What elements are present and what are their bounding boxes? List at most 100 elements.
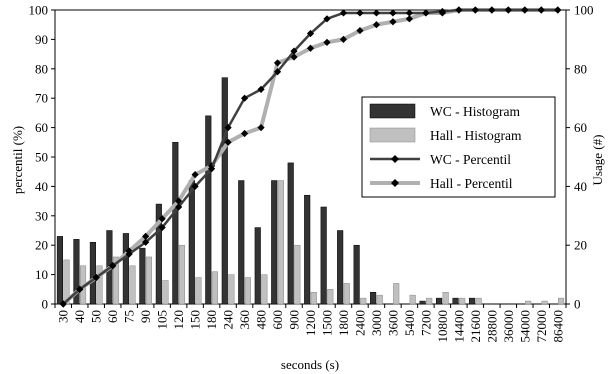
hall-histogram-bar [442, 291, 449, 305]
hall-histogram-bar [558, 297, 565, 305]
hall-histogram-bar [96, 265, 103, 305]
y-left-tick-label: 90 [35, 32, 48, 47]
hall-percentil-marker [356, 26, 364, 35]
hall-histogram-bar [244, 277, 251, 305]
wc-histogram-bar [287, 162, 294, 305]
legend-label: WC - Percentil [430, 152, 511, 167]
wc-percentil-marker [471, 6, 479, 14]
legend-swatch [369, 127, 416, 143]
y-left-tick-label: 10 [35, 267, 48, 282]
x-tick-label: 150 [188, 310, 203, 330]
legend-swatch-marker [391, 179, 399, 187]
wc-histogram-bar [468, 297, 476, 305]
x-tick-label: 360 [237, 310, 252, 330]
hall-histogram-bars [63, 180, 565, 305]
wc-percentil-marker [191, 182, 199, 190]
hall-histogram-bar [162, 280, 169, 305]
wc-percentil-marker [273, 68, 282, 76]
legend-swatch [369, 103, 416, 119]
wc-histogram-bar [353, 244, 360, 305]
wc-percentil-marker [521, 6, 529, 14]
hall-percentil-marker [405, 15, 414, 23]
wc-percentil-marker [207, 165, 216, 173]
wc-histogram-bar [56, 236, 63, 305]
hall-histogram-bar [261, 274, 268, 305]
wc-percentil-marker [257, 85, 265, 93]
hall-histogram-bar [195, 277, 202, 305]
hall-histogram-bar [294, 244, 301, 305]
hall-percentil-marker [257, 124, 265, 132]
x-tick-label: 240 [221, 310, 236, 330]
y-left-tick-label: 80 [35, 61, 48, 76]
wc-histogram-bar [419, 300, 426, 305]
wc-histogram-bar [370, 291, 377, 305]
wc-percentil-marker [109, 262, 117, 270]
wc-histogram-bar [89, 242, 96, 305]
x-tick-label: 5400 [402, 310, 417, 336]
y-left-tick-label: 0 [42, 297, 49, 312]
x-tick-label: 50 [89, 310, 104, 323]
wc-percentil-marker [389, 9, 397, 17]
wc-histogram-bar [436, 297, 443, 305]
hall-histogram-bar [525, 300, 532, 305]
wc-percentil-marker [356, 9, 364, 17]
hall-histogram-bar [426, 297, 433, 305]
y-left-tick-label: 40 [35, 179, 48, 194]
legend-label: WC - Histogram [430, 104, 520, 119]
wc-percentil-marker [76, 285, 84, 293]
x-tick-label: 120 [171, 310, 186, 330]
hall-histogram-bar [343, 283, 350, 305]
hall-histogram-bar [541, 300, 548, 305]
x-tick-label: 7200 [418, 310, 433, 336]
x-tick-label: 10800 [435, 310, 450, 343]
legend-swatch-marker [391, 155, 399, 163]
hall-histogram-bar [360, 297, 367, 305]
wc-histogram-bar [304, 194, 311, 305]
hall-percentil-marker [306, 44, 315, 52]
x-tick-label: 75 [122, 310, 137, 323]
x-tick-label: 90 [138, 310, 153, 323]
hall-histogram-bar [211, 271, 218, 305]
y-right-tick-label: 100 [574, 3, 594, 18]
wc-percentil-marker [158, 223, 166, 232]
legend-label: Hall - Histogram [430, 128, 522, 143]
hall-percentil-marker [290, 53, 298, 61]
wc-percentil-marker [92, 273, 100, 282]
hall-percentil-marker [158, 215, 166, 223]
y-left-tick-label: 70 [35, 91, 48, 106]
percentil-lines [59, 6, 562, 308]
hall-histogram-bar [327, 289, 334, 305]
x-tick-label: 14400 [451, 310, 466, 343]
wc-percentil-marker [323, 15, 331, 23]
y-right-tick-label: 60 [574, 120, 587, 135]
wc-percentil-marker [306, 29, 315, 38]
hall-histogram-bar [178, 244, 185, 305]
y-right-tick-label: 40 [574, 179, 587, 194]
hall-percentil-marker [339, 35, 348, 43]
x-tick-label: 900 [287, 310, 302, 330]
x-tick-label: 28800 [484, 310, 499, 343]
wc-histogram-bar [337, 230, 344, 305]
hall-histogram-bar [409, 294, 416, 305]
wc-histogram-bar [73, 239, 80, 305]
hall-histogram-bar [475, 297, 482, 305]
wc-percentil-marker [224, 124, 232, 132]
x-tick-label: 36000 [501, 310, 516, 343]
y-right-tick-label: 0 [574, 297, 581, 312]
y-left-tick-label: 50 [35, 150, 48, 165]
wc-percentil-marker [488, 6, 496, 14]
x-tick-label: 180 [204, 310, 219, 330]
wc-percentil-marker [438, 7, 446, 16]
x-tick-label: 105 [155, 310, 170, 330]
y-axis-title-left: percentil (%) [10, 126, 25, 194]
x-tick-label: 480 [254, 310, 269, 330]
hall-percentil-marker [389, 18, 397, 26]
wc-histogram-bar [188, 180, 195, 305]
wc-percentil-marker [422, 9, 430, 17]
hall-percentil-marker [224, 138, 232, 146]
wc-histogram-bar [205, 115, 212, 305]
x-tick-label: 72000 [534, 310, 549, 343]
hall-histogram-bar [376, 294, 383, 305]
x-tick-label: 1500 [319, 310, 334, 336]
